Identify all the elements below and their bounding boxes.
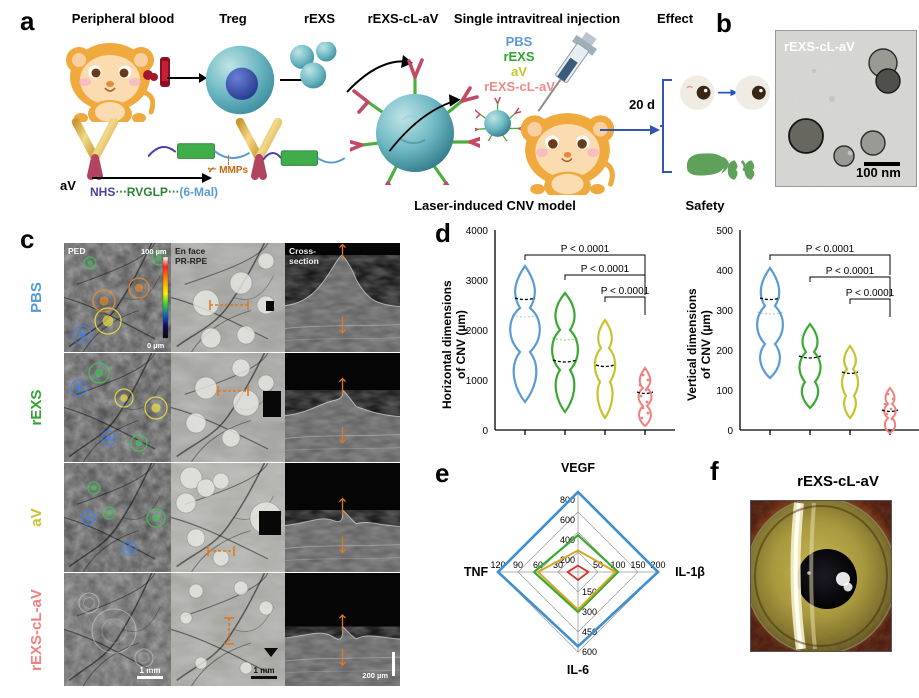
svg-text:P < 0.0001: P < 0.0001 [601, 286, 650, 297]
svg-text:IL-6: IL-6 [567, 663, 589, 677]
svg-text:300: 300 [582, 607, 597, 617]
svg-text:TNF: TNF [464, 565, 489, 579]
svg-text:0: 0 [727, 426, 733, 437]
svg-text:150: 150 [630, 560, 645, 570]
svg-text:P < 0.0001: P < 0.0001 [581, 264, 630, 275]
svg-text:400: 400 [716, 266, 733, 277]
svg-text:PR-RPE: PR-RPE [175, 256, 207, 266]
svg-text:90: 90 [513, 560, 523, 570]
svg-text:P < 0.0001: P < 0.0001 [806, 244, 855, 255]
svg-text:1 mm: 1 mm [140, 666, 161, 675]
svg-text:1000: 1000 [466, 376, 489, 387]
svg-text:200: 200 [716, 346, 733, 357]
svg-text:200 µm: 200 µm [362, 671, 388, 680]
svg-text:500: 500 [716, 226, 733, 237]
svg-text:100: 100 [716, 386, 733, 397]
svg-text:0 µm: 0 µm [147, 341, 165, 350]
svg-text:P < 0.0001: P < 0.0001 [846, 288, 895, 299]
svg-text:En face: En face [175, 246, 206, 256]
svg-text:2000: 2000 [466, 326, 489, 337]
svg-text:300: 300 [716, 306, 733, 317]
svg-text:section: section [289, 256, 319, 266]
svg-text:600: 600 [560, 515, 575, 525]
svg-text:600: 600 [582, 647, 597, 657]
svg-text:P < 0.0001: P < 0.0001 [826, 266, 875, 277]
svg-text:VEGF: VEGF [561, 461, 595, 475]
svg-text:Cross-: Cross- [289, 246, 316, 256]
svg-text:100 µm: 100 µm [141, 247, 167, 256]
svg-text:4000: 4000 [466, 226, 489, 237]
svg-text:PED: PED [68, 246, 85, 256]
svg-text:P < 0.0001: P < 0.0001 [561, 244, 610, 255]
svg-text:1 mm: 1 mm [254, 666, 275, 675]
svg-text:3000: 3000 [466, 276, 489, 287]
